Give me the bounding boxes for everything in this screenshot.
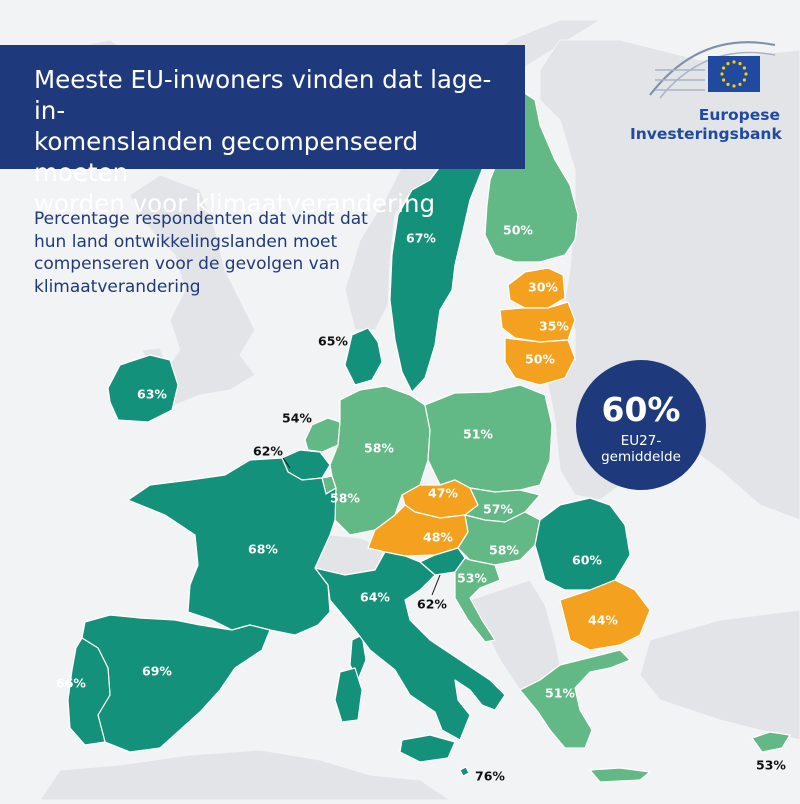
- label-sweden: 67%: [406, 230, 436, 246]
- flag-star-icon: [722, 66, 726, 70]
- subtitle-line: klimaatverandering: [34, 276, 201, 297]
- country-france: [127, 457, 337, 636]
- country-greece: [519, 649, 631, 749]
- country-crete: [589, 767, 651, 783]
- eu-average-label-line: gemiddelde: [601, 449, 681, 465]
- label-slovenia: 62%: [417, 596, 447, 612]
- flag-star-icon: [742, 78, 747, 82]
- country-denmark: [344, 327, 383, 386]
- eu-countries: [67, 87, 791, 783]
- north-africa: [39, 749, 452, 801]
- country-bulgaria: [559, 579, 651, 651]
- title-line: Meeste EU-inwoners vinden dat lage-in-: [34, 65, 492, 125]
- country-poland: [424, 384, 553, 493]
- flag-star-icon: [726, 82, 730, 86]
- eib-logo-emblem: [649, 41, 776, 99]
- label-czechia: 47%: [428, 485, 458, 501]
- flag-star-icon: [732, 84, 736, 88]
- flag-star-icon: [720, 72, 724, 76]
- flag-star-icon: [738, 82, 742, 86]
- subtitle: Percentage respondenten dat vindt dat hu…: [34, 208, 374, 298]
- country-croatia: [454, 557, 501, 643]
- label-lithuania: 50%: [525, 351, 555, 367]
- leader-slovenia: [431, 574, 441, 596]
- country-portugal: [67, 637, 111, 746]
- logo-arc-icon: [649, 41, 776, 96]
- label-greece: 51%: [545, 685, 575, 701]
- label-austria: 48%: [423, 529, 453, 545]
- label-malta: 76%: [475, 768, 505, 784]
- eu-average-label-line: EU27-: [620, 433, 662, 449]
- label-ireland: 63%: [137, 386, 167, 402]
- flag-star-icon: [742, 66, 747, 70]
- title-line: worden voor klimaatverandering: [34, 189, 436, 218]
- label-slovakia: 57%: [483, 501, 513, 517]
- flag-star-icon: [722, 78, 726, 82]
- title-line: komenslanden gecompenseerd moeten: [34, 127, 419, 187]
- label-cyprus: 53%: [756, 757, 786, 773]
- country-hungary: [457, 511, 541, 566]
- subtitle-line: compenseren voor de gevolgen van: [34, 254, 340, 274]
- label-france: 68%: [248, 541, 278, 557]
- country-ireland: [107, 354, 179, 423]
- eib-logo-text: Europese Investeringsbank: [630, 106, 782, 144]
- label-spain: 69%: [142, 663, 172, 679]
- subtitle-line: hun land ontwikkelingslanden moet: [34, 231, 338, 252]
- flag-star-icon: [738, 62, 742, 66]
- logo-line-2: Investeringsbank: [630, 125, 782, 143]
- country-sicily: [399, 734, 456, 763]
- label-denmark: 65%: [318, 333, 348, 349]
- leader-belgium: [282, 457, 291, 469]
- label-luxembourg: 58%: [330, 490, 360, 506]
- flag-star-icon: [732, 60, 736, 64]
- country-sardinia: [334, 667, 363, 723]
- country-cyprus: [751, 731, 791, 753]
- flag-star-icon: [744, 72, 748, 76]
- label-netherlands: 54%: [282, 410, 312, 426]
- title-banner: [0, 45, 525, 169]
- uk-landmass: [129, 174, 256, 406]
- eu-average-value: 60%: [601, 390, 681, 429]
- label-latvia: 35%: [539, 318, 569, 334]
- label-bulgaria: 44%: [588, 612, 618, 628]
- country-estonia: [507, 267, 566, 309]
- label-finland: 50%: [503, 222, 533, 238]
- label-romania: 60%: [572, 552, 602, 568]
- label-estonia: 30%: [528, 279, 558, 295]
- label-italy: 64%: [360, 589, 390, 605]
- page-title: Meeste EU-inwoners vinden dat lage-in- k…: [34, 64, 514, 219]
- country-lithuania: [504, 337, 576, 386]
- label-belgium: 62%: [253, 443, 283, 459]
- country-latvia: [499, 301, 576, 343]
- flag-star-icon: [726, 62, 730, 66]
- label-croatia: 53%: [457, 570, 487, 586]
- leader-lines: [282, 457, 441, 596]
- country-spain: [81, 614, 271, 753]
- label-poland: 51%: [463, 426, 493, 442]
- eu-flag-stars: [720, 60, 748, 88]
- logo-line-1: Europese: [698, 106, 780, 124]
- country-malta: [459, 766, 470, 777]
- subtitle-line: Percentage respondenten dat vindt dat: [34, 209, 368, 229]
- label-hungary: 58%: [489, 542, 519, 558]
- eu-average-badge: 60% EU27- gemiddelde: [576, 360, 706, 490]
- country-romania: [534, 497, 631, 591]
- eu-average-label: EU27- gemiddelde: [576, 433, 706, 465]
- country-italy: [314, 551, 506, 741]
- label-portugal: 66%: [56, 675, 86, 691]
- label-germany: 58%: [364, 440, 394, 456]
- turkey: [639, 609, 800, 741]
